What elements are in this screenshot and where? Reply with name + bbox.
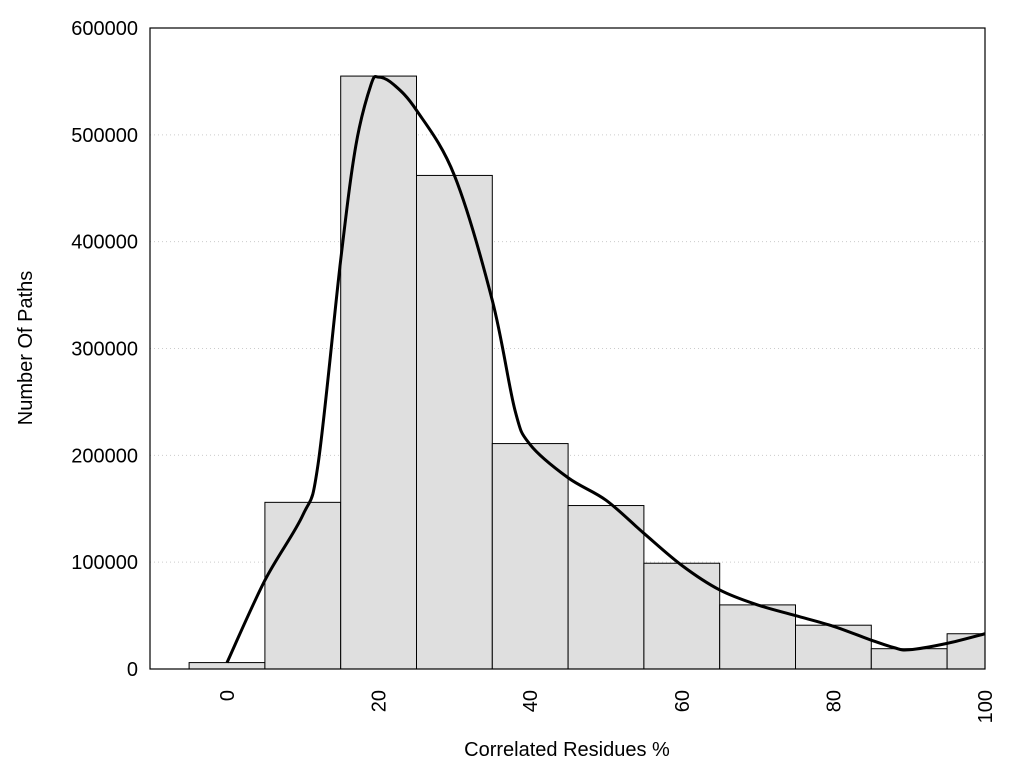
histogram-bar — [264, 501, 342, 670]
histogram-bar — [870, 648, 948, 670]
x-axis-ticks: 0 20 40 60 80 100 — [217, 690, 997, 723]
y-tick-label: 0 — [127, 659, 138, 681]
plot-frame — [149, 27, 986, 670]
x-tick-label: 0 — [217, 690, 239, 701]
histogram-bar — [188, 662, 266, 670]
x-tick-label: 100 — [975, 690, 997, 723]
y-axis-label: Number Of Paths — [15, 271, 37, 426]
y-tick-label: 400000 — [71, 232, 138, 254]
histogram-bar — [416, 174, 493, 670]
histogram-bar — [719, 604, 797, 670]
histogram-bar — [795, 624, 872, 670]
y-tick-label: 600000 — [71, 18, 138, 40]
histogram-bar — [643, 562, 721, 670]
y-tick-label: 200000 — [71, 445, 138, 467]
density-curve — [225, 75, 986, 664]
x-axis-label: Correlated Residues % — [464, 739, 670, 761]
bars — [188, 75, 986, 670]
y-axis-ticks: 0 100000 200000 300000 400000 500000 600000 — [71, 18, 138, 681]
histogram-bar — [567, 505, 645, 670]
y-tick-label: 500000 — [71, 125, 138, 147]
x-tick-label: 20 — [369, 690, 391, 712]
x-tick-label: 80 — [823, 690, 845, 712]
x-tick-label: 40 — [520, 690, 542, 712]
x-tick-label: 60 — [672, 690, 694, 712]
y-tick-label: 300000 — [71, 339, 138, 361]
histogram-bar — [491, 443, 569, 670]
histogram-bar — [340, 75, 418, 670]
y-tick-label: 100000 — [71, 552, 138, 574]
